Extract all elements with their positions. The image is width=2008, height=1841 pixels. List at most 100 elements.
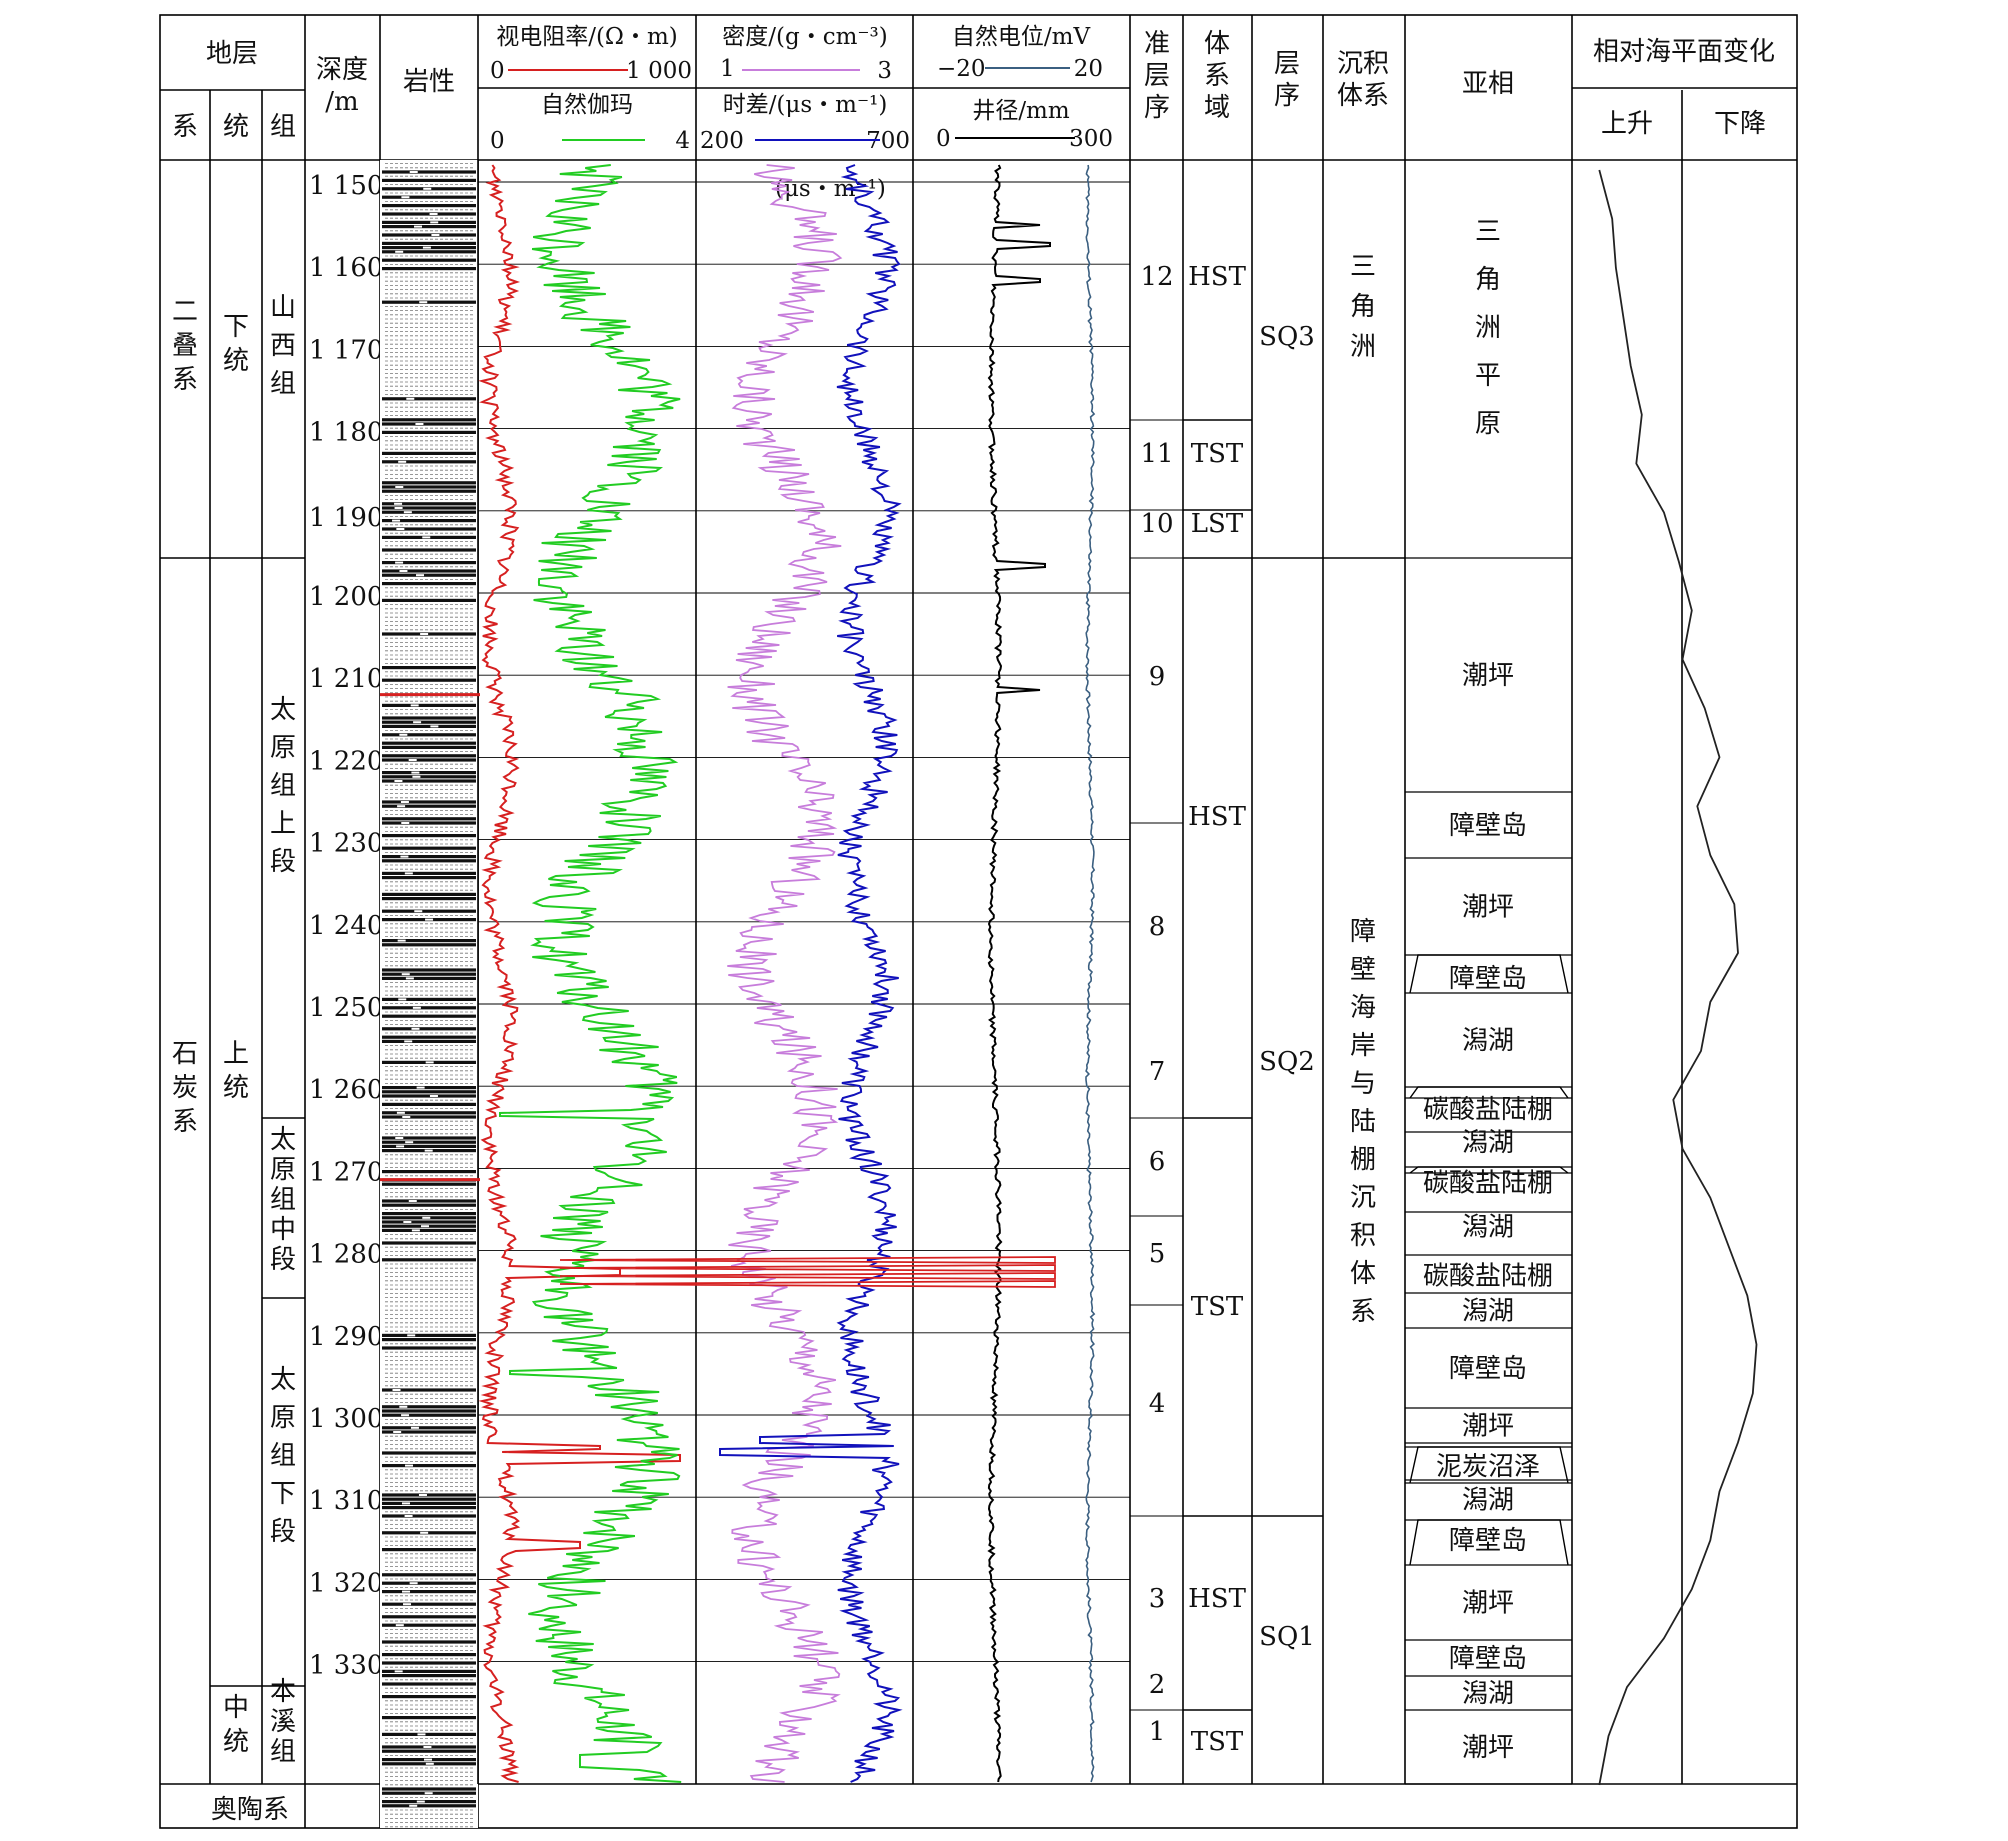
subfacies-label: 潟湖	[1462, 1679, 1514, 1709]
lithology-band-mudstone	[382, 1115, 476, 1119]
lithology-band-mudstone	[382, 1094, 476, 1098]
depth-label: 1 250	[309, 993, 383, 1023]
lithology-band-mudstone	[382, 300, 476, 304]
lithology-band-mudstone	[382, 741, 476, 745]
parasequence-label: 3	[1149, 1584, 1166, 1614]
lithology-band-mudstone	[382, 943, 476, 947]
sea-level-curve	[1598, 169, 1758, 1786]
subfacies-label: 潟湖	[1462, 1026, 1514, 1056]
depth-label: 1 180	[309, 418, 383, 448]
formation-header: 组	[270, 112, 296, 142]
lithology-band-fleck	[402, 1590, 411, 1593]
formation-taiyuan-middle-char: 太	[270, 1125, 296, 1155]
lithology-band-mudstone	[382, 871, 476, 875]
lithology-band-mudstone	[382, 1623, 476, 1627]
depo-system-delta-char: 角	[1350, 292, 1376, 322]
lithology-band-mudstone	[382, 430, 476, 434]
resistivity-max: 1 000	[626, 58, 692, 84]
lithology-band-mudstone	[382, 939, 476, 943]
lithology-band-fleck	[415, 423, 424, 425]
formation-taiyuan-middle-char: 组	[270, 1185, 296, 1215]
lithology-band-mudstone	[382, 258, 476, 262]
systems-tract-header-char: 体	[1204, 29, 1230, 59]
lithology-band-fleck	[422, 1216, 431, 1219]
depo-system-barrier-char: 壁	[1350, 955, 1376, 985]
lithology-band-mudstone	[382, 267, 476, 271]
lithology-band-mudstone	[382, 573, 476, 577]
lithology-band-mudstone	[382, 1804, 476, 1808]
lithology-band-mudstone	[382, 1224, 476, 1228]
lithology-band-mudstone	[382, 548, 476, 552]
system-permian: 二叠系	[172, 297, 198, 395]
lithology-band-fleck	[430, 725, 439, 728]
subfacies-label: 潮坪	[1462, 1733, 1514, 1763]
lithology-band-mudstone	[382, 418, 476, 422]
lithology-band-fleck	[397, 805, 406, 808]
depo-system-barrier-char: 系	[1350, 1297, 1376, 1327]
lithology-band-fleck	[411, 771, 420, 774]
lithology-band-mudstone	[382, 1203, 476, 1207]
lithology-band-mudstone	[382, 909, 476, 913]
lithology-band-fleck	[392, 1389, 401, 1391]
depth-label: 1 150	[309, 171, 383, 201]
gamma-header: 自然伽玛	[541, 92, 633, 118]
resistivity-spike	[559, 1280, 1056, 1288]
lithology-band-mudstone	[382, 1413, 476, 1417]
formation-shanxi: 山西组	[270, 293, 296, 399]
depo-system-barrier-char: 岸	[1350, 1031, 1376, 1061]
subfacies-label: 障壁岛	[1449, 1526, 1527, 1556]
depo-system-delta: 三角洲	[1350, 252, 1376, 362]
subfacies-label: 泥炭沼泽	[1436, 1452, 1540, 1482]
lithology-band-fleck	[414, 225, 423, 228]
series-upper-char: 上	[223, 1039, 249, 1069]
system-permian-char: 系	[172, 365, 198, 395]
lithology-band-mudstone	[382, 632, 476, 636]
lithology-band-mudstone	[382, 1426, 476, 1430]
lithology-band-fleck	[398, 460, 407, 463]
lithology-band-mudstone	[382, 212, 476, 216]
lithology-band-mudstone	[382, 489, 476, 493]
depo-system-barrier-char: 棚	[1350, 1145, 1376, 1175]
sequence-header: 层序	[1274, 49, 1300, 111]
depth-label: 1 270	[309, 1157, 383, 1187]
lithology-band-mudstone	[382, 1039, 476, 1043]
lithology-band-fleck	[396, 1111, 405, 1114]
subfacies-label: 障壁岛	[1449, 1354, 1527, 1384]
lithology-band-mudstone	[382, 1086, 476, 1090]
lithology-band-mudstone	[382, 506, 476, 510]
lithology-band-mudstone	[382, 1787, 476, 1791]
depth-label: 1 310	[309, 1486, 383, 1516]
lithology-band-mudstone	[382, 1199, 476, 1203]
subfacies-label-vertical-char: 洲	[1475, 313, 1501, 343]
lithology-band-mudstone	[382, 1548, 476, 1552]
lithology-band-fleck	[406, 397, 415, 400]
formation-taiyuan-lower-char: 下	[270, 1479, 296, 1509]
lithology-band-mudstone	[382, 1182, 476, 1186]
lithology-band-fleck	[412, 1006, 421, 1009]
lithology-band-mudstone	[382, 892, 476, 896]
lithology-band-mudstone	[382, 233, 476, 237]
sonic-unit-note: (μs・m⁻¹)	[775, 176, 886, 202]
lithology-band-fleck	[398, 998, 407, 1001]
depth-header: 深度	[316, 55, 368, 85]
formation-taiyuan-upper-char: 段	[270, 847, 296, 877]
system-carboniferous: 石炭系	[172, 1039, 198, 1137]
fall-header: 下降	[1714, 109, 1766, 139]
lithology-band-fleck	[409, 171, 418, 173]
lithology-band-mudstone	[382, 1136, 476, 1140]
lithology-band-fleck	[401, 822, 410, 824]
lithology-band-fleck	[408, 1200, 417, 1202]
lithology-band-fleck	[404, 1515, 413, 1517]
parasequence-label: 10	[1140, 509, 1173, 539]
lithology-band-fleck	[394, 502, 403, 505]
lithology-band-fleck	[401, 973, 410, 976]
lithology-band-fleck	[404, 1040, 413, 1043]
systems-tract-header-char: 域	[1204, 93, 1230, 123]
depth-label: 1 160	[309, 253, 383, 283]
systems-tract-label: HST	[1188, 802, 1246, 832]
subfacies-label: 障壁岛	[1449, 1644, 1527, 1674]
lithology-band-mudstone	[382, 1602, 476, 1606]
